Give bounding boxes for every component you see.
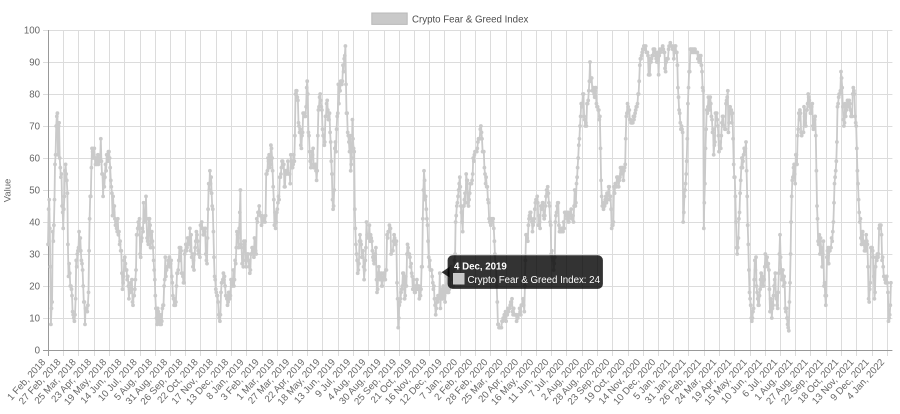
svg-text:0: 0	[35, 345, 41, 356]
svg-text:60: 60	[29, 153, 40, 164]
svg-text:90: 90	[29, 57, 40, 68]
svg-text:Crypto Fear & Greed Index: 24: Crypto Fear & Greed Index: 24	[468, 275, 601, 286]
svg-text:4 Dec, 2019: 4 Dec, 2019	[454, 261, 507, 272]
svg-text:20: 20	[29, 281, 40, 292]
svg-text:Crypto Fear & Greed Index: Crypto Fear & Greed Index	[412, 15, 528, 26]
svg-text:50: 50	[29, 185, 40, 196]
svg-text:70: 70	[29, 121, 40, 132]
svg-text:30: 30	[29, 249, 40, 260]
svg-text:10: 10	[29, 313, 40, 324]
svg-text:Value: Value	[3, 179, 14, 203]
svg-text:40: 40	[29, 217, 40, 228]
svg-text:80: 80	[29, 89, 40, 100]
svg-text:100: 100	[24, 25, 41, 36]
